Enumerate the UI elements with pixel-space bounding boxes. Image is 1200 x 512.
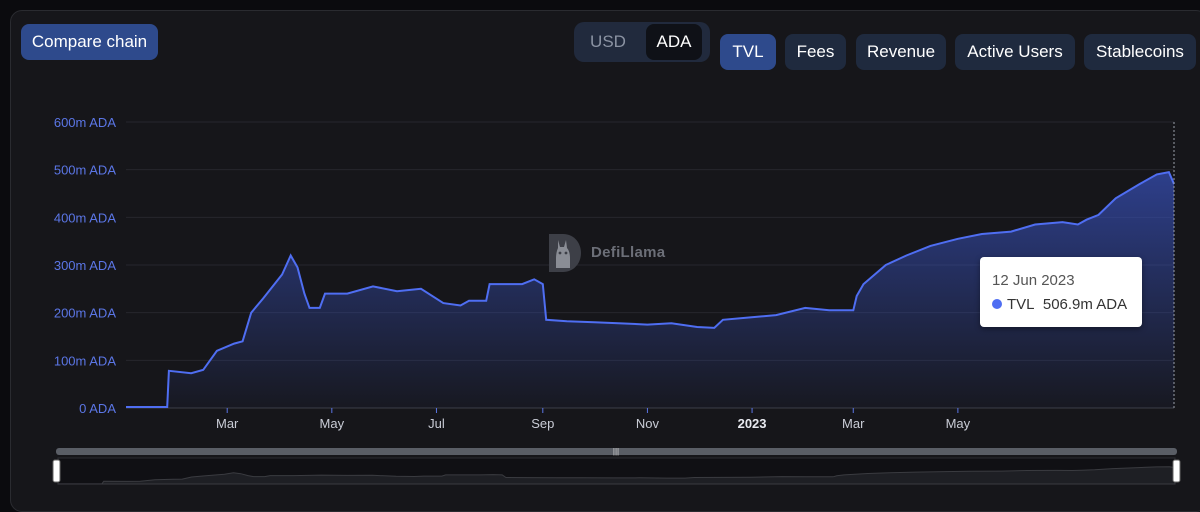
tab-revenue[interactable]: Revenue xyxy=(856,34,946,70)
tab-fees[interactable]: Fees xyxy=(785,34,846,70)
series-dot-icon xyxy=(992,299,1002,309)
y-tick-label: 400m ADA xyxy=(54,210,116,225)
tab-active-users[interactable]: Active Users xyxy=(955,34,1075,70)
x-tick-label: Mar xyxy=(842,416,865,431)
y-tick-label: 100m ADA xyxy=(54,353,116,368)
llama-logo-icon xyxy=(549,234,581,272)
chart-tooltip: 12 Jun 2023 TVL 506.9m ADA xyxy=(980,257,1142,327)
tooltip-value: 506.9m ADA xyxy=(1042,296,1128,313)
x-tick-label: Sep xyxy=(531,416,554,431)
compare-chain-button[interactable]: Compare chain xyxy=(21,24,158,60)
tvl-area xyxy=(126,172,1174,408)
x-tick-label: May xyxy=(320,416,345,431)
y-axis: 0 ADA 100m ADA 200m ADA 300m ADA 400m ADA 500… xyxy=(54,115,116,416)
tab-tvl[interactable]: TVL xyxy=(720,34,776,70)
watermark-text: DefiLlama xyxy=(591,244,666,261)
y-tick-label: 200m ADA xyxy=(54,306,116,321)
tooltip-series: TVL xyxy=(1007,296,1035,313)
navigator-series xyxy=(57,466,1176,485)
scrollbar-grip[interactable]: ||| xyxy=(613,447,619,456)
y-tick-label: 600m ADA xyxy=(54,115,116,130)
y-tick-label: 500m ADA xyxy=(54,163,116,178)
navigator-left-handle[interactable] xyxy=(52,459,61,483)
y-tick-label: 0 ADA xyxy=(79,401,116,416)
x-tick-label: 2023 xyxy=(738,416,767,431)
tab-stablecoins[interactable]: Stablecoins xyxy=(1084,34,1196,70)
currency-usd-option[interactable]: USD xyxy=(590,32,626,51)
x-tick-label: Mar xyxy=(216,416,239,431)
tooltip-date: 12 Jun 2023 xyxy=(992,272,1075,289)
x-tick-label: Jul xyxy=(428,416,445,431)
x-axis: Mar May Jul Sep Nov 2023 Mar May xyxy=(216,408,971,431)
currency-toggle[interactable]: USD ADA xyxy=(574,22,710,62)
x-tick-label: May xyxy=(946,416,971,431)
x-tick-label: Nov xyxy=(636,416,660,431)
scrollbar-track[interactable] xyxy=(56,448,1177,455)
navigator-right-handle[interactable] xyxy=(1172,459,1181,483)
y-tick-label: 300m ADA xyxy=(54,258,116,273)
tvl-line xyxy=(126,170,1175,408)
tooltip-row: TVL 506.9m ADA xyxy=(992,296,1127,313)
currency-ada-option[interactable]: ADA xyxy=(646,24,702,60)
